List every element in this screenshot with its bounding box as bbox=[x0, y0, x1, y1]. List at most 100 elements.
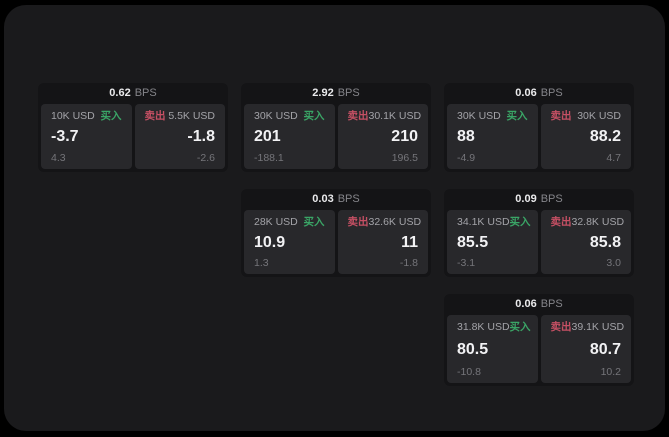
buy-panel[interactable]: 30K USD 买入 88 -4.9 bbox=[447, 104, 538, 169]
buy-amount: 31.8K USD bbox=[457, 321, 510, 333]
card-header: 0.06 BPS bbox=[444, 294, 634, 315]
bps-value: 0.03 bbox=[312, 193, 334, 205]
card-body: 31.8K USD 买入 80.5 -10.8 卖出 39.1K USD 80.… bbox=[444, 315, 634, 386]
bps-unit: BPS bbox=[337, 193, 360, 205]
card-body: 28K USD 买入 10.9 1.3 卖出 32.6K USD 11 -1.8 bbox=[241, 210, 431, 277]
buy-panel[interactable]: 31.8K USD 买入 80.5 -10.8 bbox=[447, 315, 538, 383]
sell-panel[interactable]: 卖出 32.6K USD 11 -1.8 bbox=[337, 210, 428, 274]
bps-value: 0.62 bbox=[109, 87, 131, 99]
quote-card: 0.09 BPS 34.1K USD 买入 85.5 -3.1 卖出 32.8K… bbox=[444, 189, 634, 277]
buy-panel[interactable]: 10K USD 买入 -3.7 4.3 bbox=[41, 104, 132, 169]
card-body: 30K USD 买入 201 -188.1 卖出 30.1K USD 210 1… bbox=[241, 104, 431, 172]
buy-panel-top: 34.1K USD 买入 bbox=[457, 216, 531, 228]
quote-card: 0.03 BPS 28K USD 买入 10.9 1.3 卖出 32.6K US… bbox=[241, 189, 431, 277]
sell-delta: 3.0 bbox=[606, 256, 621, 269]
sell-amount: 32.8K USD bbox=[571, 216, 625, 228]
sell-tag: 卖出 bbox=[347, 110, 369, 122]
buy-delta: -10.8 bbox=[457, 365, 481, 378]
sell-tag: 卖出 bbox=[550, 216, 572, 228]
quote-card: 2.92 BPS 30K USD 买入 201 -188.1 卖出 30.1K … bbox=[241, 83, 431, 172]
sell-price: 85.8 bbox=[589, 233, 621, 251]
bps-unit: BPS bbox=[134, 87, 157, 99]
sell-panel-top: 卖出 5.5K USD bbox=[145, 111, 216, 122]
quote-card: 0.06 BPS 30K USD 买入 88 -4.9 卖出 30K USD bbox=[444, 83, 634, 172]
buy-tag: 买入 bbox=[303, 110, 325, 122]
buy-panel-top: 30K USD 买入 bbox=[254, 111, 325, 122]
buy-amount: 30K USD bbox=[254, 110, 298, 122]
sell-amount: 30.1K USD bbox=[368, 110, 422, 122]
sell-panel[interactable]: 卖出 39.1K USD 80.7 10.2 bbox=[540, 315, 631, 383]
bps-unit: BPS bbox=[540, 298, 563, 310]
sell-delta: -1.8 bbox=[399, 256, 418, 269]
sell-delta: 196.5 bbox=[391, 151, 418, 164]
card-header: 0.06 BPS bbox=[444, 83, 634, 104]
buy-price: 80.5 bbox=[457, 340, 489, 358]
buy-price: 85.5 bbox=[457, 233, 489, 251]
card-body: 30K USD 买入 88 -4.9 卖出 30K USD 88.2 4.7 bbox=[444, 104, 634, 172]
card-body: 10K USD 买入 -3.7 4.3 卖出 5.5K USD -1.8 -2.… bbox=[38, 104, 228, 172]
sell-price: 88.2 bbox=[589, 128, 621, 146]
buy-delta: -4.9 bbox=[457, 151, 476, 164]
quote-card: 0.62 BPS 10K USD 买入 -3.7 4.3 卖出 5.5K USD bbox=[38, 83, 228, 172]
buy-panel-top: 31.8K USD 买入 bbox=[457, 321, 531, 333]
sell-delta: 4.7 bbox=[606, 151, 621, 164]
buy-price: 88 bbox=[457, 128, 475, 146]
sell-price: -1.8 bbox=[187, 128, 215, 146]
buy-price: 10.9 bbox=[254, 233, 286, 251]
card-body: 34.1K USD 买入 85.5 -3.1 卖出 32.8K USD 85.8… bbox=[444, 210, 634, 277]
quote-cards-grid: 0.62 BPS 10K USD 买入 -3.7 4.3 卖出 5.5K USD bbox=[38, 83, 634, 386]
bps-unit: BPS bbox=[540, 193, 563, 205]
sell-tag: 卖出 bbox=[144, 110, 166, 122]
sell-panel-top: 卖出 30.1K USD bbox=[347, 110, 422, 122]
buy-tag: 买入 bbox=[303, 216, 325, 228]
buy-amount: 28K USD bbox=[254, 216, 298, 228]
card-header: 0.09 BPS bbox=[444, 189, 634, 210]
buy-panel[interactable]: 30K USD 买入 201 -188.1 bbox=[244, 104, 335, 169]
buy-delta: 4.3 bbox=[51, 151, 66, 164]
sell-panel-top: 卖出 32.8K USD bbox=[550, 216, 625, 228]
bps-unit: BPS bbox=[337, 87, 360, 99]
buy-panel[interactable]: 34.1K USD 买入 85.5 -3.1 bbox=[447, 210, 538, 274]
bps-unit: BPS bbox=[540, 87, 563, 99]
buy-amount: 34.1K USD bbox=[457, 216, 510, 228]
card-header: 0.62 BPS bbox=[38, 83, 228, 104]
sell-tag: 卖出 bbox=[550, 321, 572, 333]
sell-delta: -2.6 bbox=[196, 151, 215, 164]
buy-amount: 30K USD bbox=[457, 110, 501, 122]
sell-panel[interactable]: 卖出 30.1K USD 210 196.5 bbox=[337, 104, 428, 169]
sell-price: 11 bbox=[401, 233, 418, 251]
sell-amount: 30K USD bbox=[577, 110, 621, 122]
buy-amount: 10K USD bbox=[51, 110, 95, 122]
buy-price: -3.7 bbox=[51, 128, 79, 146]
sell-panel-top: 卖出 30K USD bbox=[551, 111, 622, 122]
buy-delta: 1.3 bbox=[254, 256, 269, 269]
bps-value: 0.09 bbox=[515, 193, 537, 205]
buy-price: 201 bbox=[254, 128, 281, 146]
sell-amount: 39.1K USD bbox=[571, 321, 625, 333]
app-window: 0.62 BPS 10K USD 买入 -3.7 4.3 卖出 5.5K USD bbox=[4, 5, 665, 431]
sell-panel[interactable]: 卖出 30K USD 88.2 4.7 bbox=[540, 104, 631, 169]
buy-tag: 买入 bbox=[506, 110, 528, 122]
sell-panel-top: 卖出 32.6K USD bbox=[348, 217, 422, 228]
sell-panel-top: 卖出 39.1K USD bbox=[550, 321, 625, 333]
buy-panel-top: 10K USD 买入 bbox=[51, 111, 122, 122]
buy-panel[interactable]: 28K USD 买入 10.9 1.3 bbox=[244, 210, 335, 274]
sell-panel[interactable]: 卖出 32.8K USD 85.8 3.0 bbox=[540, 210, 631, 274]
sell-price: 210 bbox=[391, 128, 418, 146]
buy-panel-top: 30K USD 买入 bbox=[457, 111, 528, 122]
buy-delta: -188.1 bbox=[254, 151, 284, 164]
buy-panel-top: 28K USD 买入 bbox=[254, 217, 325, 228]
sell-price: 80.7 bbox=[589, 340, 621, 358]
sell-amount: 5.5K USD bbox=[168, 110, 215, 122]
card-header: 0.03 BPS bbox=[241, 189, 431, 210]
buy-tag: 买入 bbox=[509, 321, 531, 333]
card-header: 2.92 BPS bbox=[241, 83, 431, 104]
bps-value: 0.06 bbox=[515, 298, 537, 310]
buy-delta: -3.1 bbox=[457, 256, 476, 269]
bps-value: 2.92 bbox=[312, 87, 334, 99]
sell-panel[interactable]: 卖出 5.5K USD -1.8 -2.6 bbox=[134, 104, 225, 169]
buy-tag: 买入 bbox=[509, 216, 531, 228]
sell-delta: 10.2 bbox=[600, 365, 621, 378]
bps-value: 0.06 bbox=[515, 87, 537, 99]
buy-tag: 买入 bbox=[100, 110, 122, 122]
